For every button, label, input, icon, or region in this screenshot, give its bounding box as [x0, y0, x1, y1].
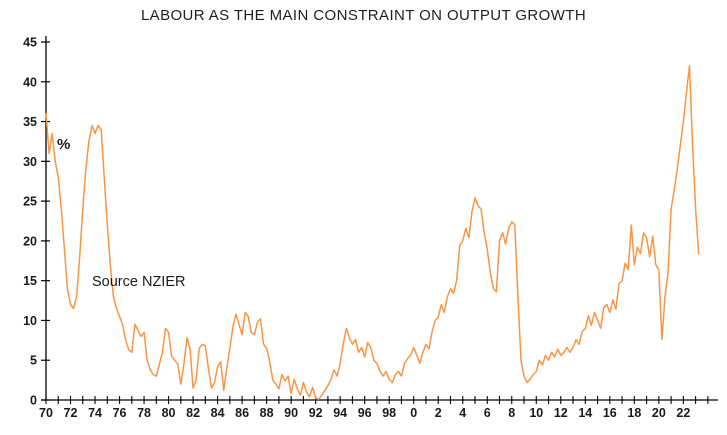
x-axis-tick-label: 78	[137, 406, 151, 420]
x-axis-tick-label: 12	[554, 406, 568, 420]
x-axis-tick-label: 88	[260, 406, 274, 420]
x-axis-tick-label: 84	[211, 406, 225, 420]
chart-title: LABOUR AS THE MAIN CONSTRAINT ON OUTPUT …	[140, 7, 587, 24]
x-axis-tick-label: 98	[382, 406, 396, 420]
x-axis-tick-label: 2	[435, 406, 442, 420]
data-line	[45, 65, 700, 400]
y-axis-unit-label: %	[57, 136, 71, 153]
x-axis-tick-label: 10	[529, 406, 543, 420]
x-axis-tick-label: 80	[162, 406, 176, 420]
x-axis-tick-label: 82	[186, 406, 200, 420]
x-axis-tick-label: 74	[88, 406, 102, 420]
y-axis-tick-label: 15	[23, 274, 37, 288]
x-axis-tick-label: 72	[64, 406, 78, 420]
source-annotation: Source NZIER	[92, 274, 186, 290]
y-axis-tick-label: 30	[23, 155, 37, 169]
x-axis-tick-label: 96	[358, 406, 372, 420]
x-axis-tick-label: 22	[676, 406, 690, 420]
y-axis-tick-label: 20	[23, 234, 37, 248]
y-axis-tick-label: 0	[30, 394, 37, 408]
y-axis-tick-label: 40	[23, 75, 37, 89]
y-axis-tick-label: 35	[23, 115, 37, 129]
x-axis-tick-label: 16	[603, 406, 617, 420]
y-axis-tick-label: 5	[30, 354, 37, 368]
x-axis-tick-label: 0	[410, 406, 417, 420]
x-axis-tick-label: 20	[652, 406, 666, 420]
x-axis-tick-label: 94	[333, 406, 347, 420]
x-axis-tick-label: 8	[508, 406, 515, 420]
x-axis-tick-label: 86	[235, 406, 249, 420]
x-axis-tick-label: 92	[309, 406, 323, 420]
y-axis-tick-label: 45	[23, 36, 37, 50]
x-axis-tick-label: 18	[627, 406, 641, 420]
y-axis-tick-label: 25	[23, 195, 37, 209]
x-axis-tick-label: 4	[459, 406, 466, 420]
x-axis-tick-label: 76	[113, 406, 127, 420]
x-axis-tick-label: 70	[39, 406, 53, 420]
y-axis-tick-label: 10	[23, 314, 37, 328]
x-axis-tick-label: 90	[284, 406, 298, 420]
x-axis-tick-label: 14	[578, 406, 592, 420]
x-axis-tick-label: 6	[484, 406, 491, 420]
